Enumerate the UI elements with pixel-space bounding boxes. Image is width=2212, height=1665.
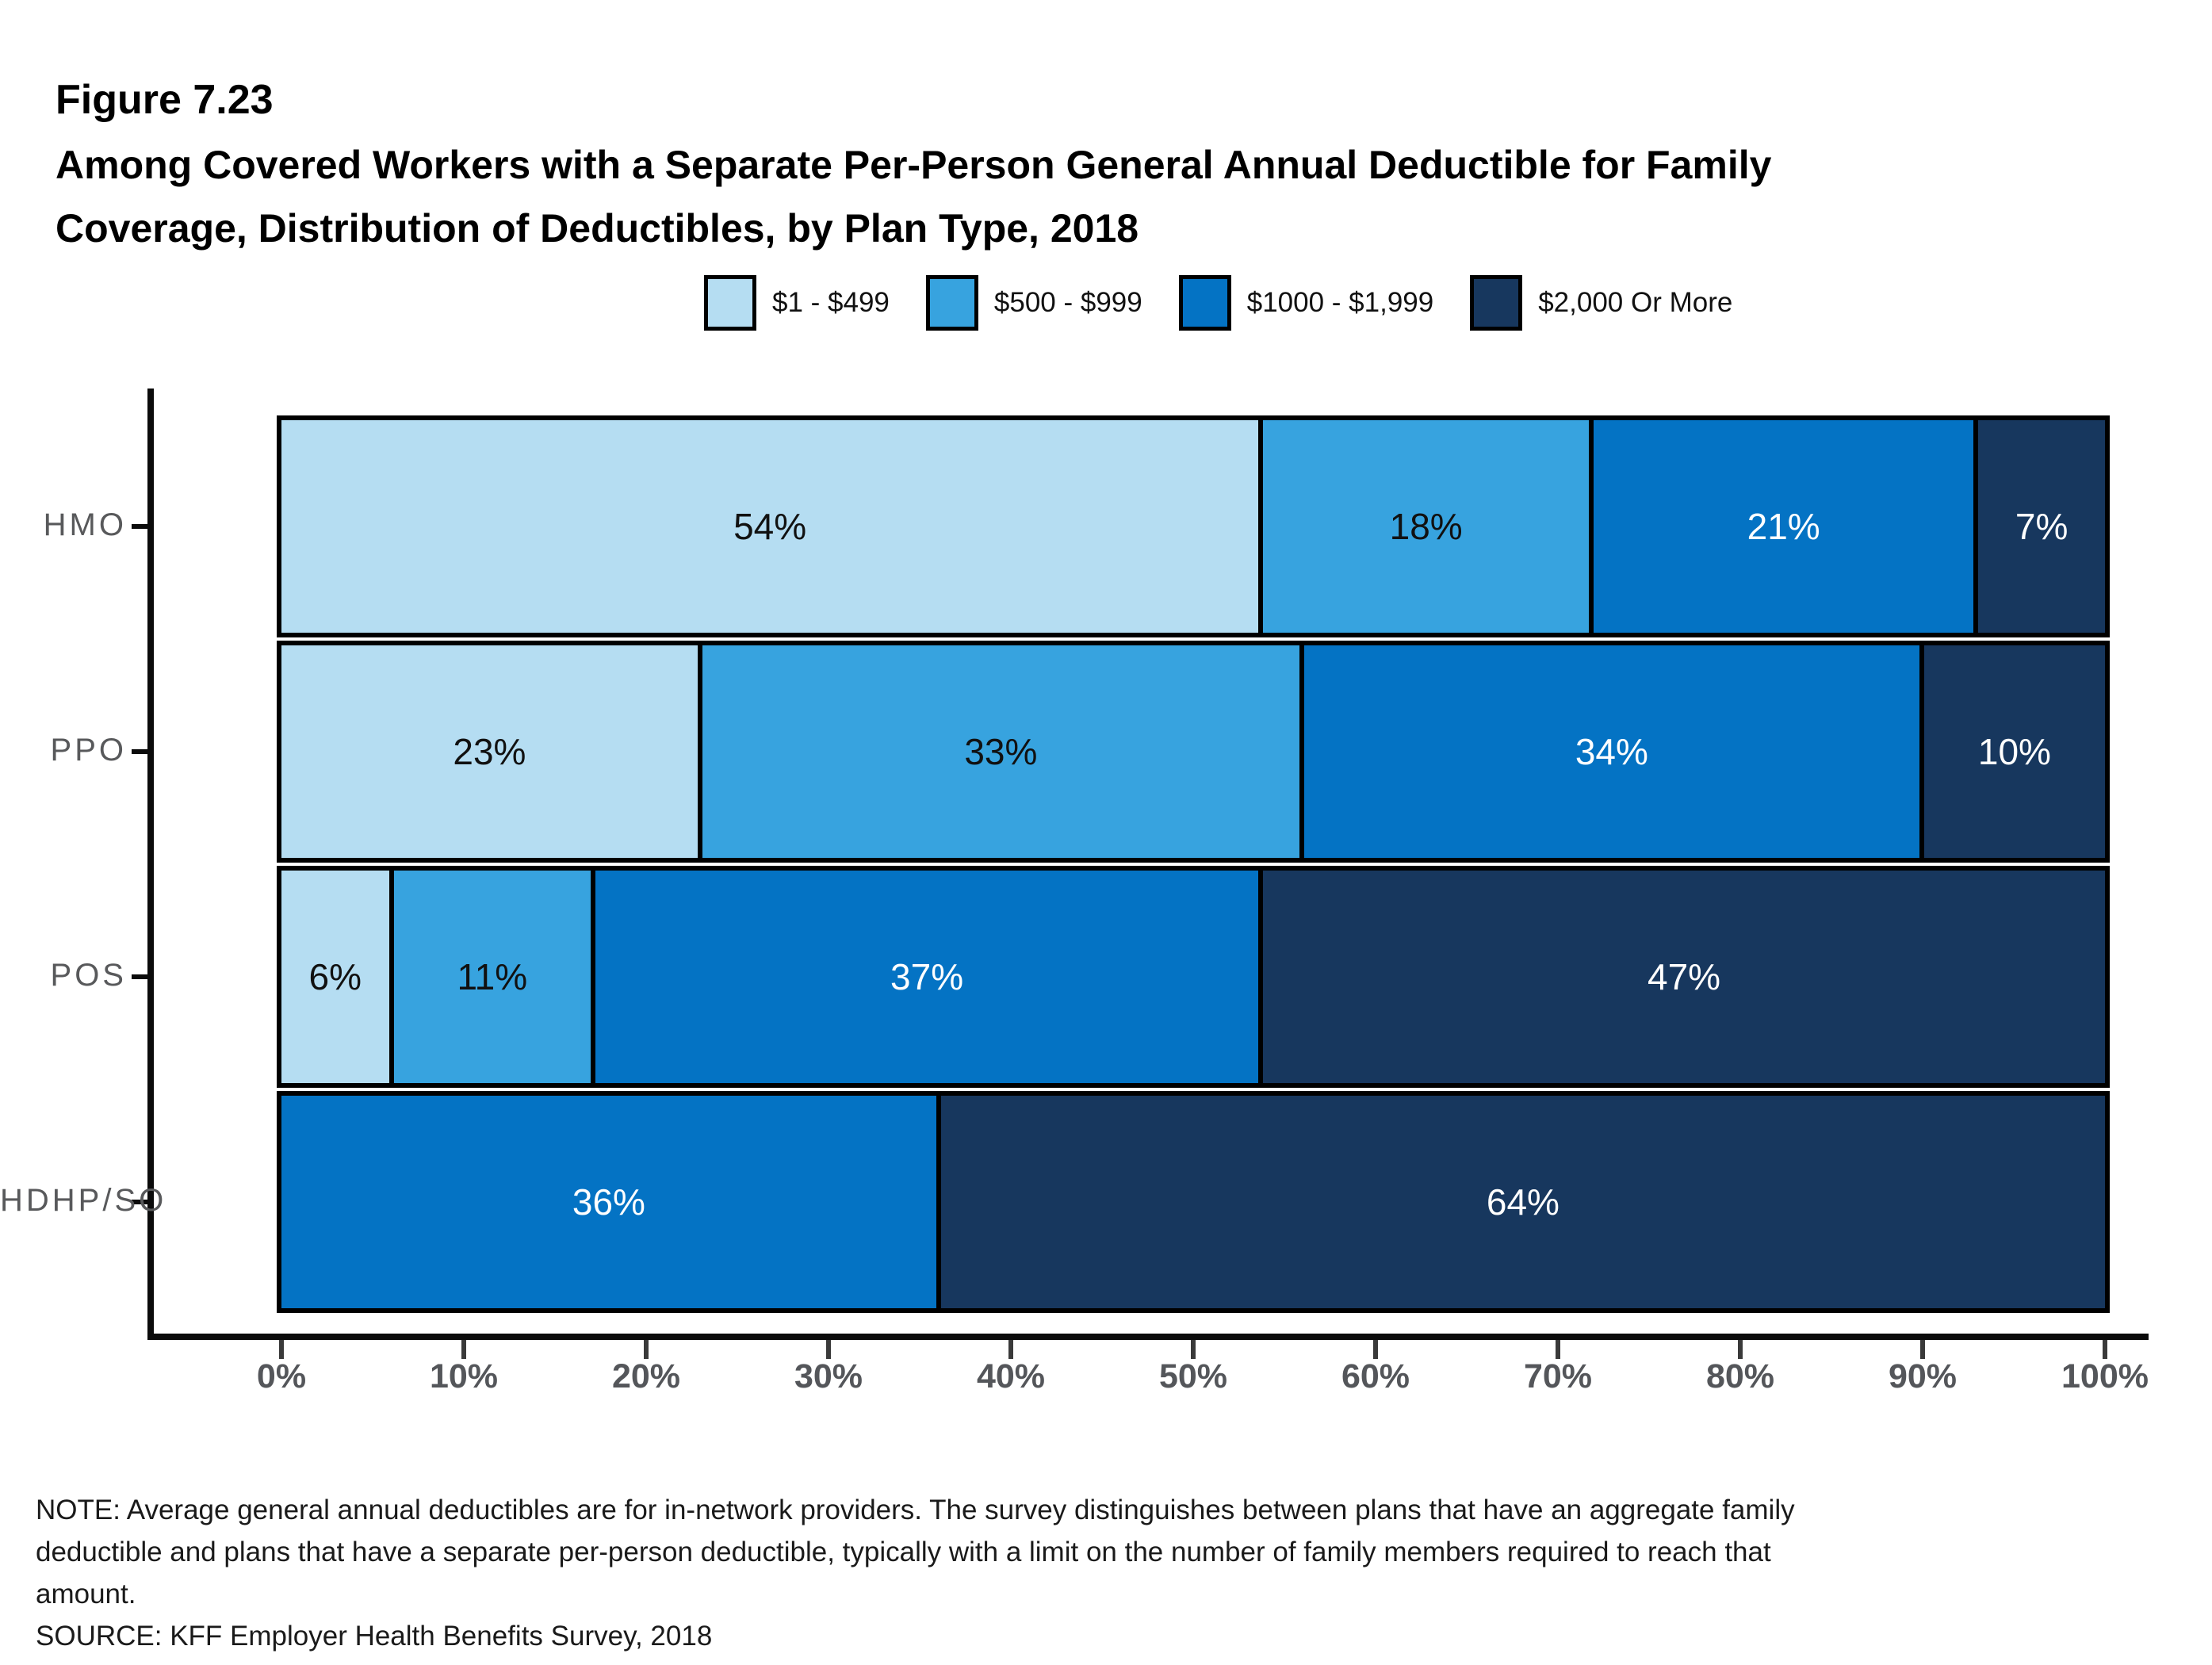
x-axis-tick [461,1340,466,1359]
x-axis-tick-label: 60% [1341,1357,1410,1395]
bar-segment-value: 33% [964,731,1038,772]
legend-swatch-icon [925,275,978,331]
bar-row-hdhp-so: 36% 64% [277,1091,2110,1313]
bar-row-ppo: 23% 33% 34% 10% [277,641,2110,863]
x-axis-tick-label: 10% [429,1357,499,1395]
chart-title-line-1: Among Covered Workers with a Separate Pe… [55,143,1772,187]
y-axis-label-pos: POS [50,958,127,993]
x-axis-tick [2103,1340,2107,1359]
bar-segment-value: 21% [1747,506,1820,547]
bar-segment: 18% [1263,420,1594,633]
x-axis-tick-label: 0% [256,1357,307,1395]
y-axis-label-hmo: HMO [43,507,127,542]
legend-label: $500 - $999 [993,287,1142,318]
bar-segment-value: 34% [1575,731,1648,772]
source-text: SOURCE: KFF Employer Health Benefits Sur… [36,1621,713,1652]
legend-swatch-icon [704,275,756,331]
y-axis-tick [132,1200,148,1204]
chart-title-line-2: Coverage, Distribution of Deductibles, b… [55,206,1139,251]
x-axis-tick [1008,1340,1013,1359]
bar-segment-value: 47% [1648,956,1721,997]
bar-segment: 64% [940,1096,2105,1308]
bar-segment-value: 18% [1389,506,1463,547]
legend-swatch-icon [1178,275,1231,331]
bar-segment-value: 11% [457,956,528,997]
y-axis-line [147,388,154,1340]
title-block: Figure 7.23 Among Covered Workers with a… [55,67,2149,260]
legend-item-3: $2,000 Or More [1470,275,1732,331]
bar-segment: 21% [1594,420,1979,633]
x-axis-tick-label: 100% [2061,1357,2149,1395]
bar-segment-value: 6% [308,956,362,997]
bar-row-pos: 6% 11% 37% 47% [277,866,2110,1088]
figure-number: Figure 7.23 [55,77,274,123]
x-axis-tick [1373,1340,1378,1359]
bar-segment-value: 36% [572,1181,645,1223]
y-axis-label-ppo: PPO [50,733,127,767]
y-axis-label-hdhp-so: HDHP/SO [0,1183,167,1218]
bar-segment: 7% [1978,420,2105,633]
bar-segment-value: 10% [1977,731,2051,772]
x-axis-tick-label: 20% [611,1357,681,1395]
legend-item-1: $500 - $999 [925,275,1142,331]
legend-item-0: $1 - $499 [704,275,890,331]
bar-segment-value: 7% [2015,506,2068,547]
x-axis-tick [644,1340,649,1359]
bar-segment: 11% [393,871,596,1083]
x-axis-tick [826,1340,831,1359]
bar-segment: 37% [595,871,1264,1083]
x-axis-tick-label: 50% [1158,1357,1228,1395]
bar-segment: 47% [1263,871,2105,1083]
x-axis-tick [1920,1340,1925,1359]
legend-label: $1 - $499 [772,287,890,318]
x-axis-line [147,1334,2149,1340]
legend-label: $1000 - $1,999 [1246,287,1434,318]
x-axis-tick [279,1340,284,1359]
legend-swatch-icon [1470,275,1523,331]
bar-segment-value: 23% [453,731,526,772]
footnotes: NOTE: Average general annual deductibles… [36,1489,1867,1657]
bar-segment-value: 64% [1486,1181,1559,1223]
x-axis-tick-label: 40% [976,1357,1046,1395]
legend-item-2: $1000 - $1,999 [1178,275,1434,331]
x-axis-tick-label: 30% [794,1357,863,1395]
bar-segment: 33% [702,645,1304,858]
x-axis-tick [1738,1340,1743,1359]
bar-segment: 36% [281,1096,941,1308]
x-axis-tick-label: 90% [1888,1357,1958,1395]
x-axis-tick [1556,1340,1560,1359]
bar-segment-value: 54% [733,506,807,547]
note-text: NOTE: Average general annual deductibles… [36,1495,1795,1610]
x-axis-tick [1191,1340,1196,1359]
bar-segment: 6% [281,871,394,1083]
bar-segment: 34% [1303,645,1924,858]
bar-row-hmo: 54% 18% 21% 7% [277,415,2110,637]
bar-segment: 10% [1923,645,2105,858]
y-axis-tick [132,749,148,754]
x-axis-tick-label: 80% [1705,1357,1775,1395]
bar-segment: 54% [281,420,1264,633]
bar-segment-value: 37% [890,956,964,997]
legend: $1 - $499 $500 - $999 $1000 - $1,999 $2,000… [704,274,1732,331]
legend-label: $2,000 Or More [1538,287,1733,318]
y-axis-tick [132,524,148,529]
x-axis-tick-label: 70% [1523,1357,1593,1395]
bar-segment: 23% [281,645,702,858]
y-axis-tick [132,974,148,979]
